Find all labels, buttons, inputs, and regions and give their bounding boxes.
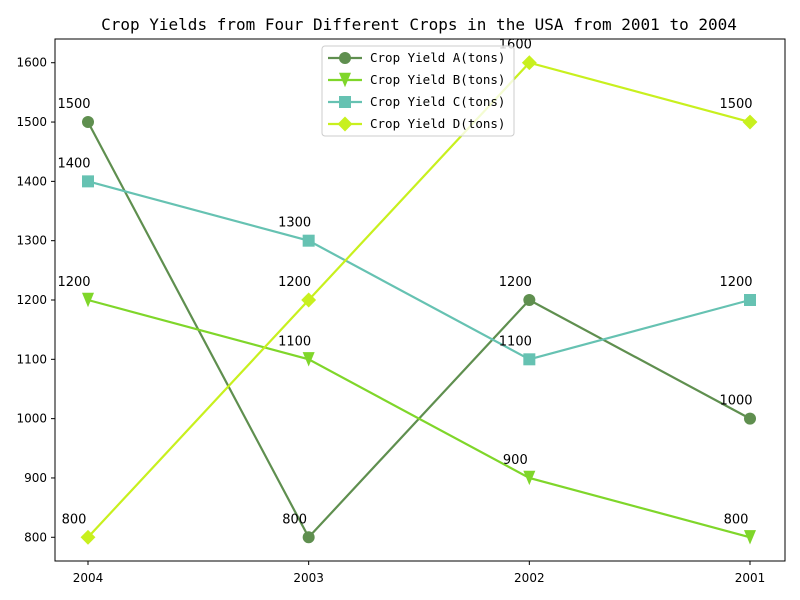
y-tick-label: 1300 xyxy=(16,234,47,248)
data-point xyxy=(523,470,536,486)
legend-label: Crop Yield B(tons) xyxy=(370,72,505,87)
legend-marker xyxy=(339,72,351,88)
x-tick-label: 2002 xyxy=(514,571,545,585)
data-label: 800 xyxy=(62,512,87,527)
legend-marker xyxy=(337,116,353,132)
data-point xyxy=(301,292,317,308)
data-point xyxy=(744,294,756,306)
data-label: 1300 xyxy=(278,216,311,231)
data-point xyxy=(523,294,536,306)
legend-label: Crop Yield A(tons) xyxy=(370,50,505,65)
x-tick-label: 2003 xyxy=(293,571,324,585)
x-tick-label: 2001 xyxy=(735,571,766,585)
data-label: 1500 xyxy=(57,97,90,112)
data-label: 1200 xyxy=(278,275,311,290)
data-point xyxy=(82,292,94,308)
data-label: 1000 xyxy=(719,394,752,409)
legend-label: Crop Yield D(tons) xyxy=(370,116,505,131)
y-tick-label: 1200 xyxy=(16,293,47,307)
y-tick-label: 800 xyxy=(24,530,47,544)
data-label: 1100 xyxy=(499,334,532,349)
y-tick-label: 1100 xyxy=(16,352,47,366)
data-label: 900 xyxy=(503,453,528,468)
legend-marker xyxy=(339,52,351,64)
data-point xyxy=(302,352,315,367)
data-point xyxy=(80,529,96,545)
data-labels: 1500 800 1200 1000 1200 1100 900 800 1400 1300 110… xyxy=(57,38,752,528)
series-line xyxy=(87,61,751,539)
data-point xyxy=(744,412,756,425)
data-point xyxy=(521,55,537,71)
y-tick-label: 1400 xyxy=(16,174,47,188)
legend-marker xyxy=(339,96,351,108)
data-point xyxy=(302,234,315,247)
y-tick-label: 900 xyxy=(24,471,47,485)
data-point xyxy=(82,175,94,188)
data-label: 1200 xyxy=(57,275,90,290)
legend-box xyxy=(321,45,515,137)
data-label: 1200 xyxy=(499,275,532,290)
data-label: 1500 xyxy=(719,97,752,112)
legend: Crop Yield A(tons) Crop Yield B(tons) Crop… xyxy=(321,45,515,137)
y-tick-label: 1000 xyxy=(16,412,47,426)
data-point xyxy=(523,353,536,366)
legend-label: Crop Yield C(tons) xyxy=(370,94,505,109)
data-point xyxy=(744,530,756,545)
series-line xyxy=(87,121,751,540)
series-lines xyxy=(80,55,758,545)
y-tick-label: 1600 xyxy=(16,56,47,70)
data-label: 1200 xyxy=(719,275,752,290)
axes: 800 900 1000 1100 1200 1300 1400 1500 1600 2004 20… xyxy=(16,56,765,585)
data-point xyxy=(302,531,315,544)
data-label: 800 xyxy=(282,512,307,527)
series-line xyxy=(87,298,751,539)
chart-title: Crop Yields from Four Different Crops in… xyxy=(101,15,737,34)
data-point xyxy=(742,114,758,130)
data-label: 1400 xyxy=(57,156,90,171)
data-point xyxy=(82,116,94,129)
y-tick-label: 1500 xyxy=(16,115,47,129)
data-label: 800 xyxy=(724,512,749,527)
series-line xyxy=(87,180,751,361)
x-tick-label: 2004 xyxy=(73,571,104,585)
data-label: 1100 xyxy=(278,334,311,349)
